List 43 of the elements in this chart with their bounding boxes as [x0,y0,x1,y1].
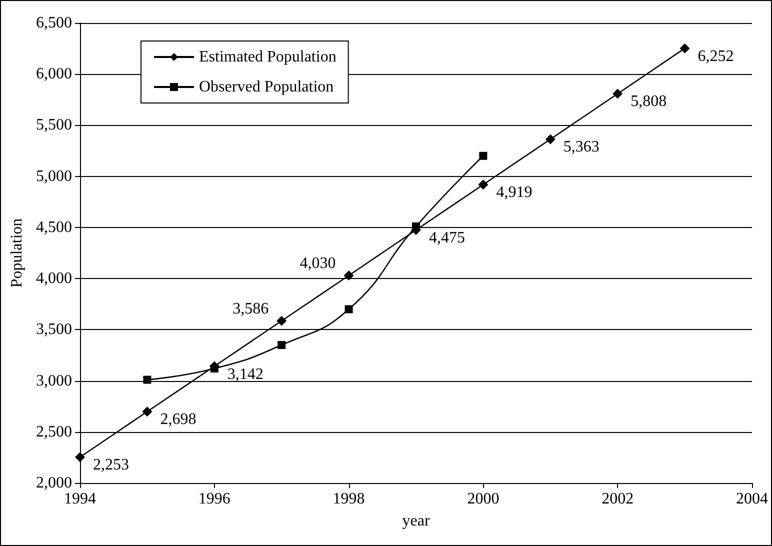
data-label: 2,698 [160,411,196,428]
data-label: 5,808 [630,93,667,110]
data-label: 3,586 [232,300,269,318]
point [612,88,623,99]
point [478,180,488,190]
point [210,364,218,373]
data-label: 6,252 [698,48,734,65]
y-tick-label: 4,000 [36,270,72,288]
point [143,376,152,384]
y-tick-label: 3,500 [36,321,72,338]
point [75,452,85,462]
data-label: 2,253 [93,456,129,474]
x-tick-label: 2004 [736,490,768,508]
y-tick-label: 4,500 [36,218,72,236]
y-tick-label: 3,000 [36,372,72,390]
y-tick-label: 6,500 [36,14,72,32]
point [276,316,287,326]
point [479,152,488,160]
x-tick-label: 1996 [198,490,230,508]
point [344,305,353,314]
y-tick-label: 2,500 [36,423,72,440]
x-tick-label: 2002 [602,490,634,508]
data-label: 5,363 [563,138,600,156]
point [545,134,556,144]
legend-label: Estimated Population [199,48,336,66]
y-axis-title: Population [8,218,26,288]
x-axis-title: year [402,512,430,530]
point [680,43,690,54]
y-tick-label: 2,000 [36,474,72,492]
x-tick-label: 1994 [64,490,96,508]
data-label: 4,030 [300,254,336,272]
legend-label: Observed Population [199,78,334,96]
x-tick-label: 1998 [332,490,365,508]
point [142,406,152,417]
y-tick-label: 5,000 [36,168,72,185]
data-label: 4,475 [429,230,465,246]
x-tick-label: 2000 [467,490,500,508]
point [344,270,354,280]
point [278,341,286,349]
y-tick-label: 6,000 [36,66,72,83]
data-label: 3,142 [227,366,264,383]
y-tick-label: 5,500 [36,116,72,134]
data-label: 4,919 [496,184,532,202]
